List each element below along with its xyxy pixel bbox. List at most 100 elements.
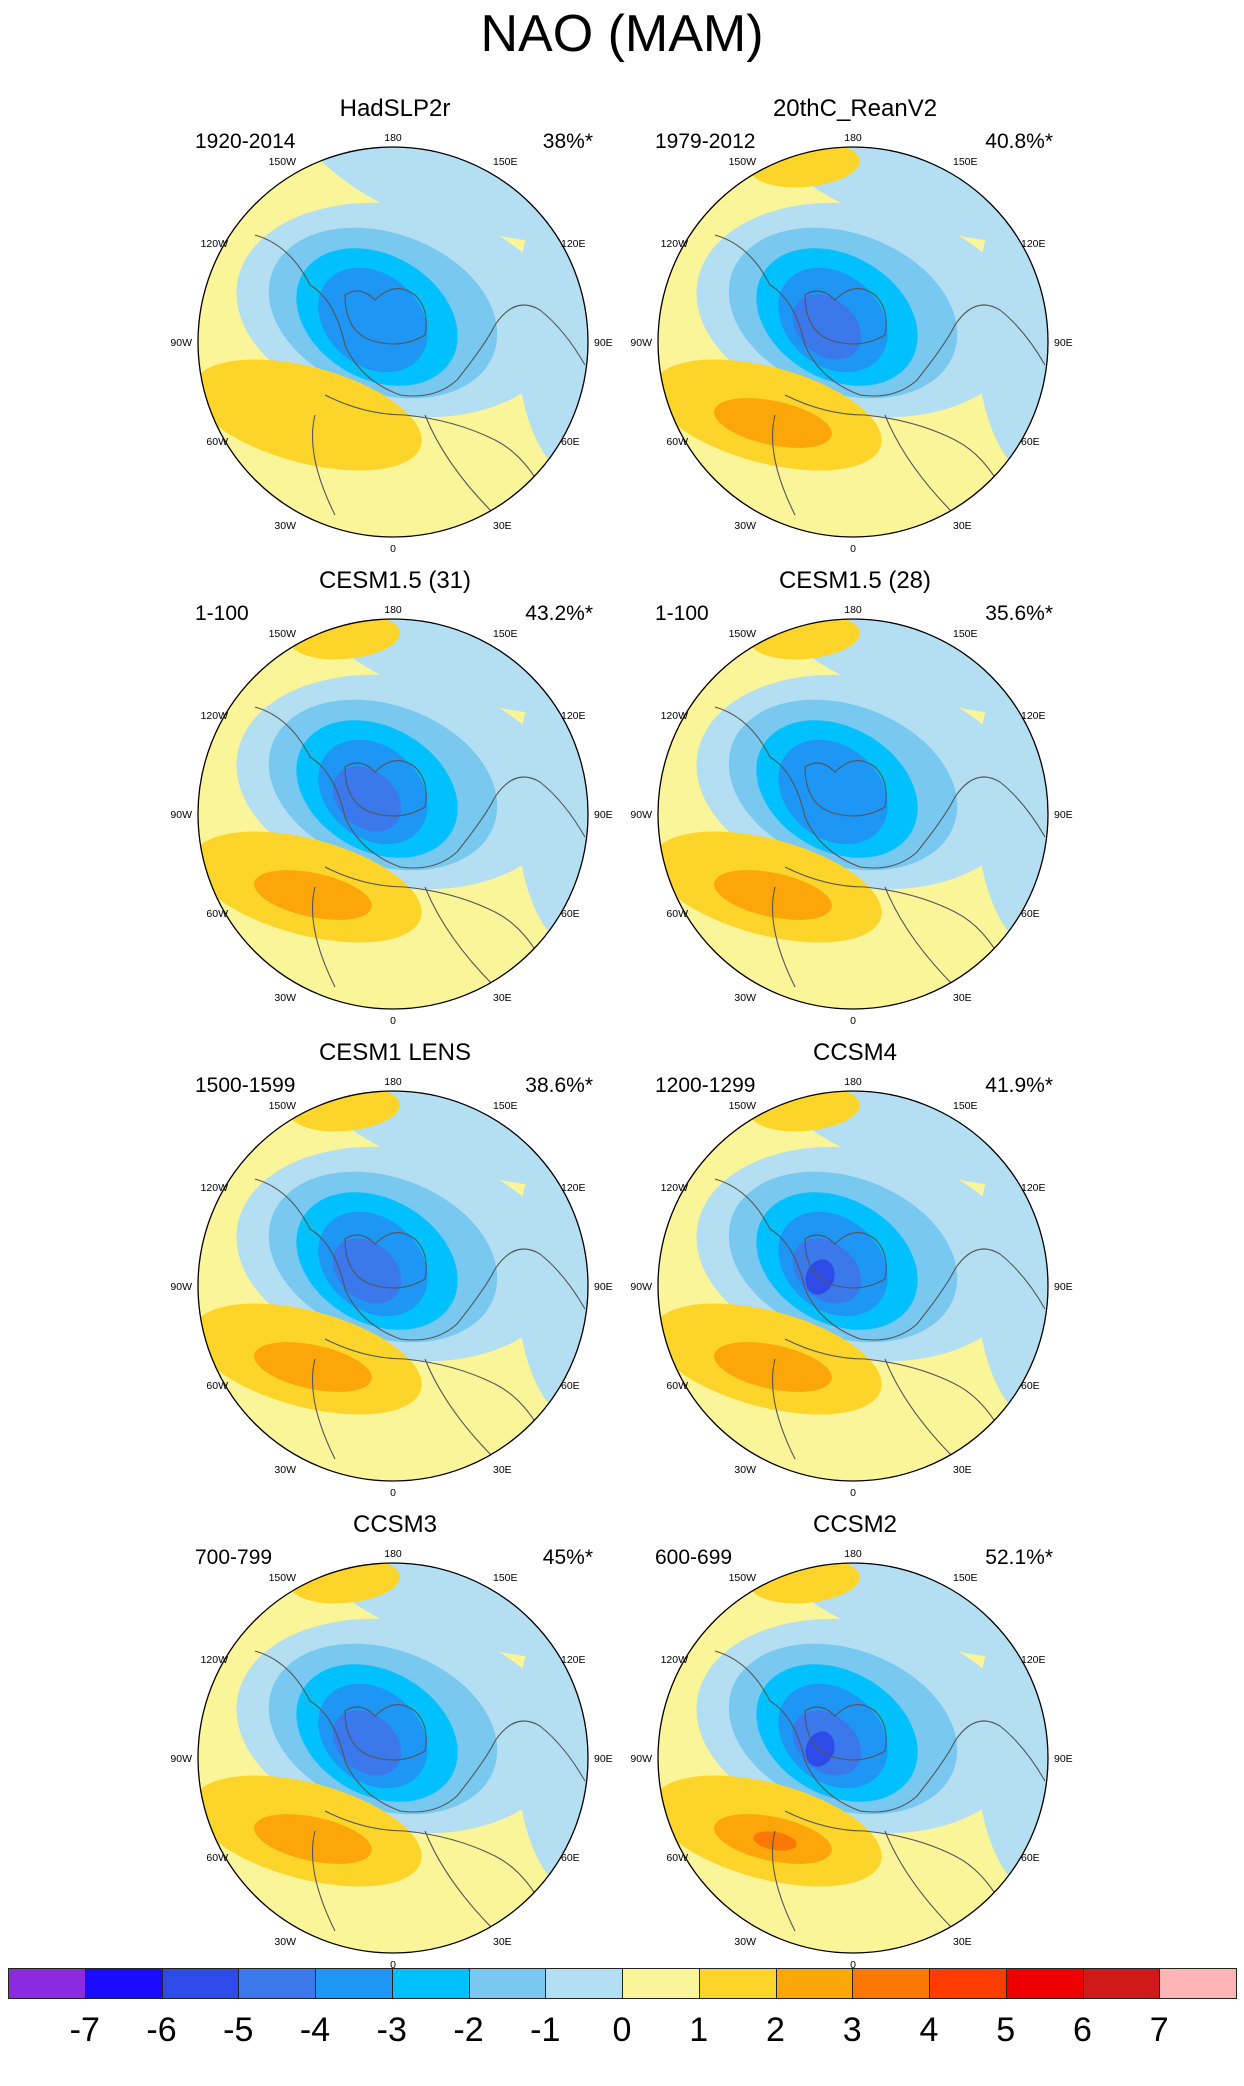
- longitude-label: 150E: [493, 1572, 518, 1584]
- longitude-label: 90W: [630, 1281, 652, 1293]
- colorbar-tick-label: -4: [299, 2011, 331, 2049]
- longitude-label: 120E: [1021, 710, 1046, 722]
- panel-variance: 45%*: [542, 1546, 593, 1569]
- colorbar-box: [545, 1968, 623, 1999]
- longitude-label: 60E: [561, 1380, 580, 1392]
- panel-variance: 38.6%*: [525, 1074, 593, 1097]
- colorbar-box: [1005, 1968, 1084, 1999]
- panel-title: CCSM4: [812, 1039, 897, 1066]
- longitude-label: 180: [844, 1076, 862, 1088]
- contour-neg-1-east: [515, 1591, 588, 1891]
- map-panel: CESM1 LENS 1500-1599 38.6%* 180 0 90W 90E 150W 1…: [170, 1039, 612, 1499]
- greenland-outline: [804, 1232, 887, 1289]
- greenland-outline: [804, 288, 887, 345]
- longitude-label: 0: [390, 1959, 396, 1971]
- coastlines: [714, 1650, 1046, 1932]
- panel-title: CESM1.5 (31): [318, 567, 472, 594]
- panel-variance: 38%*: [542, 130, 593, 153]
- map-boundary: [197, 146, 589, 538]
- longitude-label: 120E: [1021, 238, 1046, 250]
- longitude-label: 90E: [594, 337, 613, 349]
- colorbar-tick-label: -3: [376, 2011, 407, 2049]
- longitude-label: 90W: [630, 337, 652, 349]
- longitude-label: 150W: [269, 1100, 297, 1112]
- colorbar-tick-label: 4: [919, 2011, 939, 2049]
- longitude-label: 0: [850, 1015, 856, 1027]
- contour-neg-6: [805, 1259, 835, 1295]
- contour-pos-4: [753, 1831, 797, 1851]
- colorbar-box: [161, 1968, 240, 1999]
- neg-contour-north: [695, 1091, 1048, 1189]
- coastlines: [254, 1178, 586, 1460]
- longitude-label: 0: [390, 1487, 396, 1499]
- coastlines: [254, 1650, 586, 1932]
- colorbar-box: [238, 1968, 316, 1999]
- longitude-label: 30E: [493, 520, 512, 532]
- longitude-label: 150E: [953, 628, 978, 640]
- panel-title: HadSLP2r: [339, 95, 451, 122]
- longitude-label: 120W: [201, 1182, 229, 1194]
- longitude-label: 60E: [1021, 1380, 1040, 1392]
- longitude-label: 30W: [734, 992, 756, 1004]
- polar-map: 180 0 90W 90E 150W 120W 150E 120E 60W 30W 60E 30E: [630, 132, 1072, 555]
- colorbar-box: [1159, 1968, 1237, 1999]
- contour-neg-1-east: [975, 175, 1048, 475]
- map-panel: CCSM2 600-699 52.1%* 180 0 90W 90E 150W 120W 150E…: [630, 1511, 1072, 1971]
- map-panel: HadSLP2r 1920-2014 38%* 180 0 90W 90E 150W 120W 1…: [170, 95, 612, 555]
- longitude-label: 120W: [661, 1654, 689, 1666]
- panel-period: 600-699: [655, 1546, 733, 1569]
- longitude-label: 120W: [201, 238, 229, 250]
- longitude-label: 0: [390, 543, 396, 555]
- longitude-label: 150E: [953, 1100, 978, 1112]
- colorbar-box: [468, 1968, 547, 1999]
- longitude-label: 120E: [561, 1182, 586, 1194]
- longitude-label: 30E: [493, 992, 512, 1004]
- longitude-label: 90E: [594, 1753, 613, 1765]
- colorbar-tick-label: -2: [453, 2011, 484, 2049]
- longitude-label: 30E: [953, 1464, 972, 1476]
- longitude-label: 30W: [734, 1464, 756, 1476]
- panel-period: 1979-2012: [655, 130, 756, 153]
- map-panel: 20thC_ReanV2 1979-2012 40.8%* 180 0 90W 90E 150…: [630, 95, 1072, 555]
- map-panel: CESM1.5 (28) 1-100 35.6%* 180 0 90W 90E 150W 120…: [630, 567, 1072, 1027]
- colorbar: [8, 1968, 1237, 2001]
- longitude-label: 120W: [661, 238, 689, 250]
- coastlines: [254, 706, 586, 988]
- greenland-outline: [344, 1232, 427, 1289]
- panel-period: 1920-2014: [195, 130, 296, 153]
- longitude-label: 180: [384, 604, 402, 616]
- greenland-outline: [804, 1704, 887, 1761]
- longitude-label: 120E: [561, 238, 586, 250]
- neg-contour-north: [235, 1563, 588, 1661]
- polar-map: 180 0 90W 90E 150W 120W 150E 120E 60W 30W 60E 30E: [630, 1548, 1072, 1971]
- panel-variance: 40.8%*: [985, 130, 1053, 153]
- longitude-label: 150E: [493, 628, 518, 640]
- longitude-label: 90E: [1054, 337, 1073, 349]
- longitude-label: 150W: [729, 628, 757, 640]
- map-boundary: [657, 146, 1049, 538]
- colorbar-tick-label: 5: [996, 2011, 1016, 2049]
- longitude-label: 30E: [493, 1936, 512, 1948]
- longitude-label: 120W: [201, 1654, 229, 1666]
- longitude-label: 150W: [269, 628, 297, 640]
- colorbar-box: [391, 1968, 470, 1999]
- longitude-label: 120W: [661, 710, 689, 722]
- longitude-label: 120E: [1021, 1654, 1046, 1666]
- longitude-label: 60W: [666, 908, 688, 920]
- map-boundary: [657, 1090, 1049, 1482]
- colorbar-tick-label: -7: [69, 2011, 100, 2049]
- longitude-label: 90W: [170, 337, 192, 349]
- longitude-label: 90E: [1054, 1753, 1073, 1765]
- contour-neg-1-east: [515, 175, 588, 475]
- longitude-label: 60W: [206, 908, 228, 920]
- longitude-label: 150E: [953, 156, 978, 168]
- colorbar-box: [775, 1968, 854, 1999]
- map-boundary: [657, 1562, 1049, 1954]
- panel-period: 700-799: [195, 1546, 273, 1569]
- figure-title: NAO (MAM): [480, 5, 764, 63]
- longitude-label: 180: [384, 1076, 402, 1088]
- longitude-label: 150W: [269, 156, 297, 168]
- longitude-label: 120E: [1021, 1182, 1046, 1194]
- greenland-outline: [804, 760, 887, 817]
- panel-title: CCSM3: [352, 1511, 437, 1538]
